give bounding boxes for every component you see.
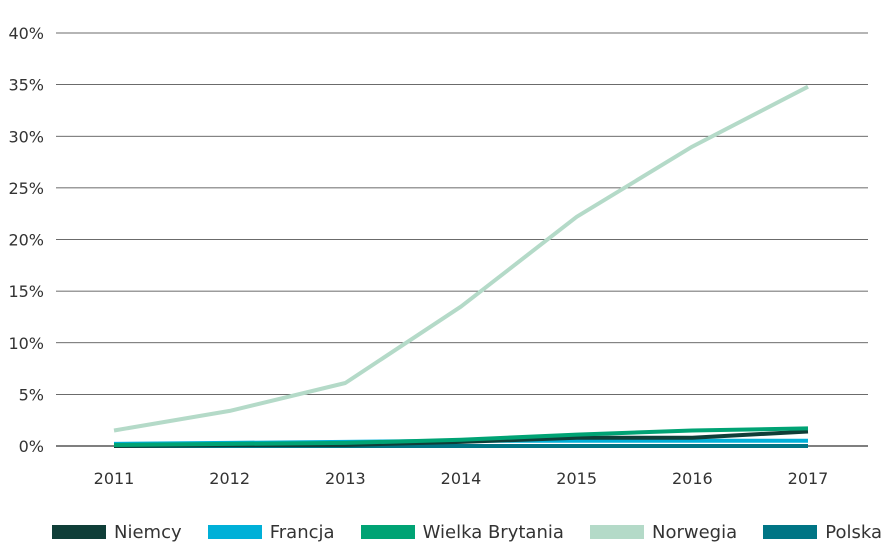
legend-item-niemcy: Niemcy bbox=[52, 522, 182, 543]
y-tick-label: 40% bbox=[8, 24, 44, 43]
legend-swatch bbox=[763, 525, 818, 539]
legend-item-francja: Francja bbox=[207, 521, 335, 543]
legend: Niemcy Francja Wielka Brytania Norwegia … bbox=[52, 515, 882, 549]
x-axis-ticks: 2011 2012 2013 2014 2015 2016 2017 bbox=[94, 469, 829, 488]
gridlines bbox=[56, 32, 868, 447]
x-tick-label: 2011 bbox=[94, 469, 135, 488]
series-line-norwegia bbox=[113, 84, 809, 433]
y-tick-label: 10% bbox=[8, 334, 44, 353]
series-lines bbox=[113, 84, 809, 448]
x-tick-label: 2016 bbox=[672, 469, 713, 488]
line-chart: 0%5%10%15%20%25%30%35%40% 2011 2012 2013 20… bbox=[8, 24, 868, 488]
y-axis-ticks: 0% 5% 10% 15% 20% 25% 30% 35% 40% bbox=[8, 24, 44, 456]
y-tick-label: 25% bbox=[8, 179, 44, 198]
legend-item-polska: Polska bbox=[763, 522, 882, 543]
x-tick-label: 2015 bbox=[556, 469, 597, 488]
y-tick-label: 30% bbox=[8, 127, 44, 146]
legend-item-norwegia: Norwegia bbox=[590, 522, 737, 543]
legend-label: Norwegia bbox=[652, 521, 738, 543]
x-tick-label: 2012 bbox=[209, 469, 250, 488]
legend-label: Polska bbox=[825, 521, 882, 543]
x-tick-label: 2013 bbox=[325, 469, 366, 488]
legend-label: Niemcy bbox=[114, 521, 182, 543]
y-tick-label: 15% bbox=[8, 282, 44, 301]
legend-label: Wielka Brytania bbox=[422, 521, 564, 543]
legend-swatch bbox=[52, 525, 106, 539]
y-tick-label: 35% bbox=[8, 76, 44, 95]
legend-swatch bbox=[207, 525, 262, 539]
series-line-wielka-brytania bbox=[113, 426, 809, 447]
y-tick-label: 5% bbox=[19, 385, 44, 404]
x-tick-label: 2017 bbox=[788, 469, 829, 488]
legend-swatch bbox=[360, 525, 415, 539]
legend-label: Francja bbox=[269, 521, 335, 543]
y-tick-label: 0% bbox=[19, 437, 44, 456]
x-tick-label: 2014 bbox=[441, 469, 482, 488]
legend-swatch bbox=[590, 525, 644, 539]
y-tick-label: 20% bbox=[8, 231, 44, 250]
legend-item-wielka-brytania: Wielka Brytania bbox=[360, 521, 564, 543]
